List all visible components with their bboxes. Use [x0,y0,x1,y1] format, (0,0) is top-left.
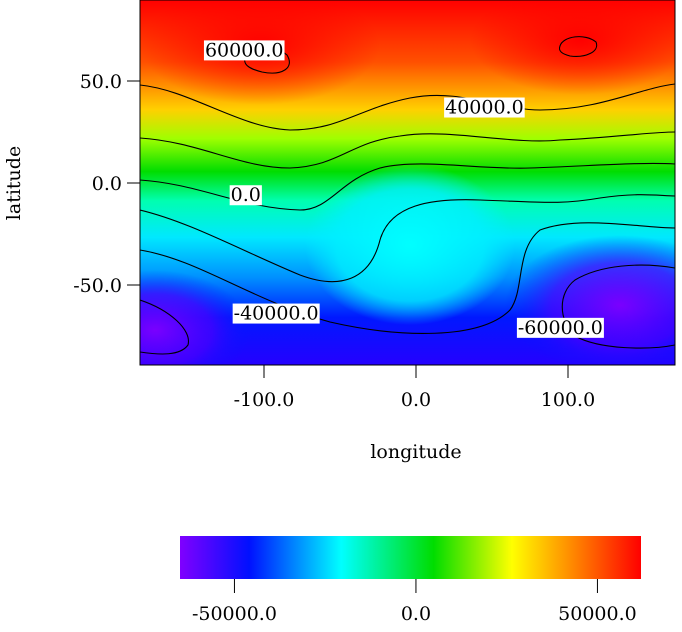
x-tick-label: -100.0 [234,389,295,411]
y-tick-label: 50.0 [80,71,122,93]
contour-minus-40000-main [140,222,675,334]
colorbar-tick-label: 0.0 [401,603,431,625]
contour-20000 [140,131,675,169]
colorbar-tick-label: 50000.0 [558,603,637,625]
contour-label: 40000.0 [444,97,525,119]
contour-label-background [516,317,604,338]
contour-label-text: 60000.0 [205,39,284,61]
contour-label-background [232,303,320,324]
contour-label: -60000.0 [516,317,604,339]
x-axis-label: longitude [370,441,461,463]
contour-label: -40000.0 [232,303,320,325]
colorbar-tick-label: -50000.0 [192,603,277,625]
contour-minus-60000 [561,264,675,349]
y-tick-label: 0.0 [92,173,122,195]
contour-label-text: -40000.0 [234,303,319,325]
contour-label-text: 0.0 [231,184,261,206]
contour-label-background [203,40,285,61]
contour-label-background [229,185,262,206]
colorbar [180,536,641,579]
y-tick-label: -50.0 [73,275,122,297]
x-tick-label: 100.0 [541,389,595,411]
contour-40000 [140,83,675,131]
heatmap-field [140,0,675,365]
contour-label-background [444,97,525,118]
contour-label: 0.0 [229,184,262,206]
contour-minus-20000 [140,194,675,283]
contour-60000-east [558,36,598,57]
contour-minus-40000-sw [140,299,189,355]
contour-label-text: 40000.0 [445,97,524,119]
contour-label-text: -60000.0 [518,317,603,339]
y-axis-label: latitude [3,146,25,220]
contour-label: 60000.0 [203,39,285,61]
x-tick-label: 0.0 [401,389,431,411]
contour-lines [140,36,675,355]
